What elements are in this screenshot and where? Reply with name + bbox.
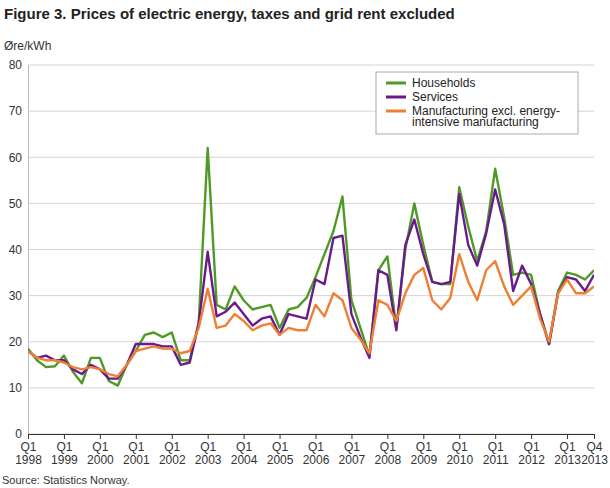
x-tick: Q12012: [518, 434, 545, 467]
x-tick: Q12004: [231, 434, 258, 467]
y-tick-label: 20: [9, 335, 23, 349]
x-tick: Q12003: [195, 434, 222, 467]
x-tick-label: Q12010: [446, 440, 473, 468]
x-tick-mark: [64, 434, 65, 439]
legend-swatch: [386, 110, 406, 113]
x-tick: Q12013: [554, 434, 581, 467]
legend-label: Manufacturing excl. energy-intensive man…: [412, 104, 560, 129]
grid-line: [28, 157, 594, 158]
y-tick: 60: [9, 151, 28, 165]
x-tick: Q11999: [51, 434, 78, 467]
legend-label: Households: [412, 76, 475, 90]
x-tick-label: Q12007: [339, 440, 366, 468]
x-axis-line: [29, 435, 595, 440]
x-tick-label: Q12003: [195, 440, 222, 468]
y-tick-label: 80: [9, 58, 23, 72]
x-tick-label: Q12013: [554, 440, 581, 468]
x-tick-mark: [208, 434, 209, 439]
legend-swatch: [386, 96, 406, 99]
x-tick-label: Q12011: [483, 440, 509, 468]
y-axis-line: [28, 66, 29, 435]
x-tick-label: Q12000: [87, 440, 114, 468]
y-tick-label: 40: [9, 243, 23, 257]
x-tick-mark: [495, 434, 496, 439]
x-tick-label: Q12001: [123, 440, 150, 468]
x-tick: Q12011: [483, 434, 509, 467]
grid-line: [28, 203, 594, 204]
x-tick-mark: [423, 434, 424, 439]
legend-swatch: [386, 82, 406, 85]
y-tick-label: 50: [9, 197, 23, 211]
y-tick: 80: [9, 58, 28, 72]
series-line: [28, 148, 594, 386]
x-tick-label: Q12006: [303, 440, 330, 468]
y-tick-label: 70: [9, 104, 23, 118]
grid: [28, 65, 594, 434]
series-line: [28, 190, 594, 379]
x-tick-label: Q42013: [581, 440, 608, 468]
x-tick: Q12007: [339, 434, 366, 467]
grid-line: [28, 341, 594, 342]
x-tick-label: Q11999: [51, 440, 78, 468]
y-tick: 20: [9, 335, 28, 349]
x-tick-label: Q12004: [231, 440, 258, 468]
x-tick: Q12001: [123, 434, 150, 467]
grid-line: [28, 65, 594, 66]
x-tick: Q42013: [581, 434, 608, 467]
x-tick-mark: [100, 434, 101, 439]
x-tick-mark: [315, 434, 316, 439]
x-tick: Q12000: [87, 434, 114, 467]
x-axis: Q11998 Q11999 Q12000 Q12001 Q12002 Q12003 Q120…: [15, 434, 608, 467]
x-tick-mark: [172, 434, 173, 439]
x-tick-label: Q12012: [518, 440, 545, 468]
x-tick-mark: [351, 434, 352, 439]
x-tick-label: Q11998: [15, 440, 42, 468]
x-tick-label: Q12009: [410, 440, 437, 468]
y-tick: 10: [9, 381, 28, 395]
x-tick-mark: [567, 434, 568, 439]
x-tick-mark: [531, 434, 532, 439]
x-tick: Q12008: [375, 434, 402, 467]
x-tick-mark: [594, 434, 595, 439]
y-tick: 50: [9, 197, 28, 211]
y-axis-label: Øre/kWh: [4, 39, 51, 53]
y-tick-label: 30: [9, 289, 23, 303]
plot: 01020304050607080Q11998Q11999Q12000Q1200…: [9, 58, 609, 467]
grid-line: [28, 387, 594, 388]
x-tick-mark: [28, 434, 29, 439]
x-tick: Q12005: [267, 434, 294, 467]
y-tick: 40: [9, 243, 28, 257]
y-axis: 01020304050607080: [9, 58, 29, 441]
x-tick: Q12006: [303, 434, 330, 467]
chart: Figure 3. Prices of electric energy, tax…: [0, 0, 610, 488]
x-tick-label: Q12008: [375, 440, 402, 468]
x-tick: Q12002: [159, 434, 186, 467]
x-tick: Q12010: [446, 434, 473, 467]
y-tick: 70: [9, 104, 28, 118]
legend-frame: [376, 72, 578, 134]
legend-label: Services: [412, 90, 458, 104]
x-tick-mark: [244, 434, 245, 439]
x-tick-mark: [136, 434, 137, 439]
title: Figure 3. Prices of electric energy, tax…: [4, 5, 455, 22]
x-tick-mark: [387, 434, 388, 439]
x-tick-mark: [459, 434, 460, 439]
x-tick-label: Q12005: [267, 440, 294, 468]
series-line: [28, 254, 594, 376]
source: Source: Statistics Norway.: [2, 474, 130, 486]
x-tick-mark: [280, 434, 281, 439]
x-tick-label: Q12002: [159, 440, 186, 468]
y-tick-label: 10: [9, 381, 23, 395]
legend: HouseholdsServicesManufacturing excl. en…: [376, 72, 578, 134]
x-tick: Q11998: [15, 434, 42, 467]
y-tick-label: 60: [9, 151, 23, 165]
x-tick: Q12009: [410, 434, 437, 467]
y-tick: 30: [9, 289, 28, 303]
lines: [28, 148, 594, 386]
